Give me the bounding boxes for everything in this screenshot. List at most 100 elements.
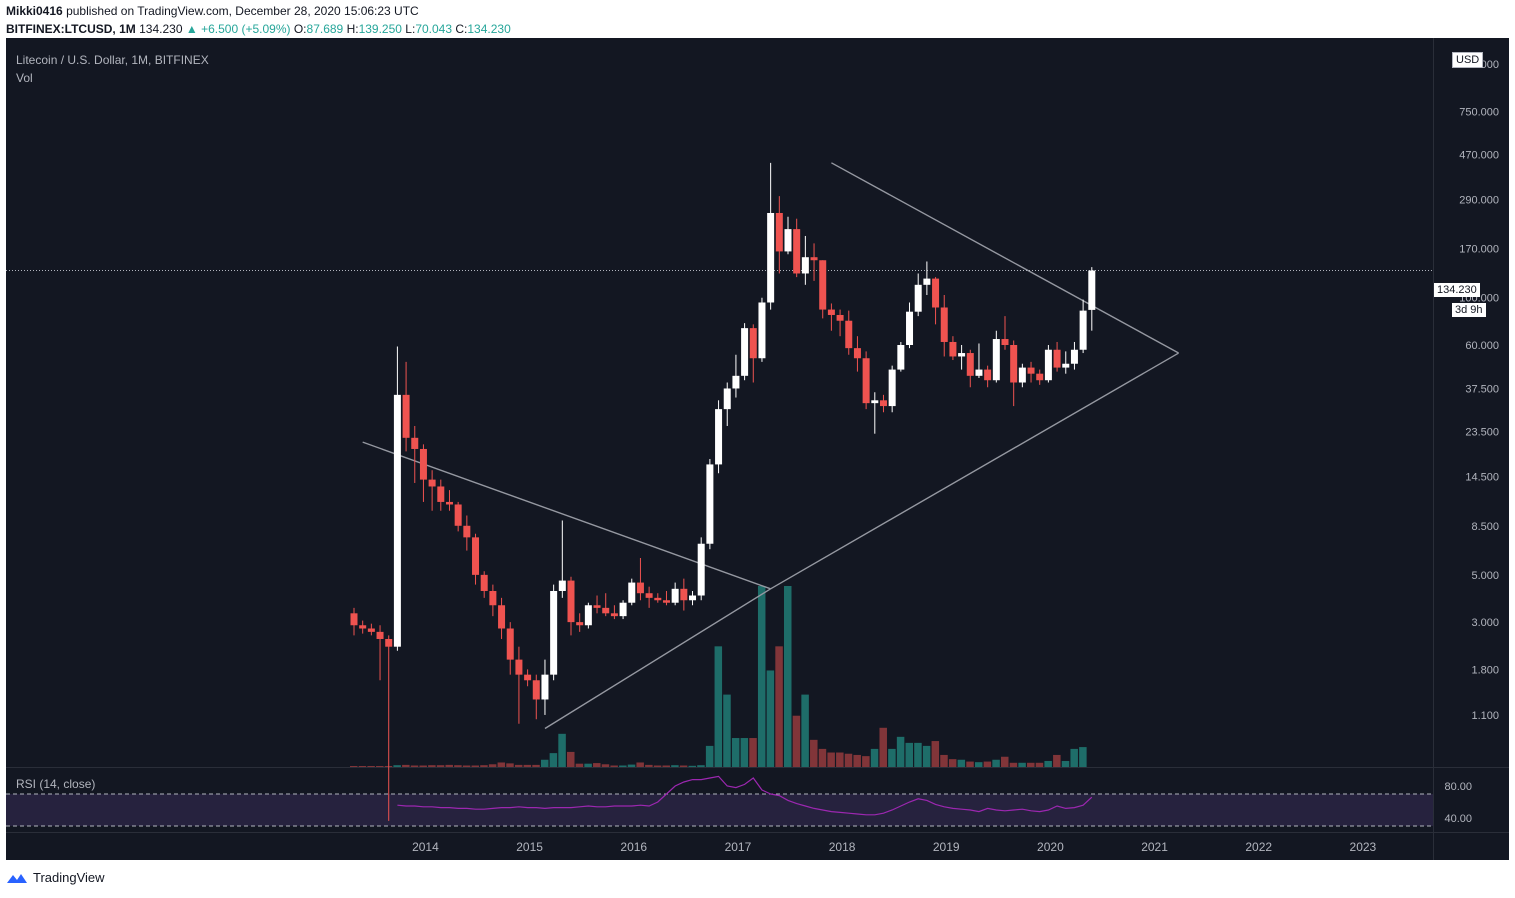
volume-bar	[931, 741, 940, 767]
candle-body	[445, 501, 453, 505]
price-tick-label: 750.000	[1459, 106, 1499, 118]
volume-bar	[957, 759, 966, 767]
candle-body	[871, 400, 879, 404]
volume-bar	[350, 766, 358, 767]
candle-body	[680, 588, 688, 601]
rsi-tick-label: 40.00	[1444, 813, 1472, 825]
volume-bar	[419, 765, 427, 767]
candle-body	[732, 375, 740, 389]
candle-body	[879, 400, 887, 407]
candle-body	[940, 307, 948, 342]
candle-body	[853, 348, 861, 359]
chart-canvas[interactable]: 1250.000750.000470.000290.000170.000100.…	[6, 38, 1509, 860]
price-axis-labels: 1250.000750.000470.000290.000170.000100.…	[1453, 59, 1499, 722]
trend-line-upper-2018	[831, 162, 1179, 354]
volume-bar	[844, 753, 853, 767]
volume-bar	[740, 738, 749, 767]
volume-bar	[1061, 760, 1070, 767]
volume-bar	[627, 764, 636, 767]
volume-bar	[914, 742, 922, 767]
volume-bar	[1053, 754, 1061, 767]
time-tick-label: 2017	[725, 840, 752, 854]
volume-bar	[410, 765, 419, 767]
volume-bar	[1044, 760, 1052, 767]
candle-body	[619, 602, 627, 617]
volume-bar	[948, 759, 957, 767]
candle-body	[888, 369, 896, 407]
author-name[interactable]: Mikki0416	[6, 4, 63, 18]
volume-bar	[1018, 762, 1026, 767]
candle-body	[801, 257, 809, 274]
volume-bar	[1035, 762, 1044, 767]
candle-body	[784, 229, 792, 252]
candle-body	[628, 582, 636, 603]
time-tick-label: 2020	[1037, 840, 1064, 854]
volume-bar	[480, 765, 488, 767]
volume-bar	[567, 751, 575, 767]
candle-body	[984, 369, 992, 381]
close-label: C:	[455, 22, 468, 36]
time-tick-label: 2014	[412, 840, 439, 854]
trend-lines	[362, 162, 1179, 730]
price-tick-label: 8.500	[1471, 521, 1499, 533]
volume-bar	[367, 766, 375, 767]
volume-bar	[723, 694, 731, 767]
candle-body	[1044, 349, 1052, 381]
candle-body	[532, 680, 540, 700]
candle-body	[793, 229, 801, 274]
price-tick-label: 470.000	[1459, 150, 1499, 162]
volume-bar	[393, 765, 401, 767]
candle-body	[636, 582, 644, 594]
volume-bar	[506, 763, 514, 767]
currency-badge[interactable]: USD	[1452, 52, 1484, 68]
volume-bar	[679, 765, 688, 767]
symbol-legend: Litecoin / U.S. Dollar, 1M, BITFINEX	[16, 53, 209, 67]
footer-brand[interactable]: TradingView	[6, 870, 105, 885]
symbol-info: BITFINEX:LTCUSD, 1M 134.230 ▲ +6.500 (+5…	[6, 22, 511, 36]
candle-body	[932, 278, 940, 308]
candle-body	[836, 314, 844, 321]
price-tick-label: 3.000	[1471, 617, 1499, 629]
volume-bar	[983, 761, 992, 767]
candle-body	[1062, 363, 1070, 368]
volume-bar	[1027, 762, 1035, 767]
volume-bar	[766, 670, 775, 767]
price-tick-label: 23.500	[1465, 427, 1499, 439]
volume-bar	[619, 765, 627, 767]
candle-body	[923, 278, 931, 285]
volume-bar	[575, 763, 584, 767]
volume-bar	[853, 754, 861, 767]
volume-bar	[532, 764, 540, 767]
publish-info: Mikki0416 published on TradingView.com, …	[6, 4, 419, 18]
candle-body	[715, 409, 723, 465]
volume-bar	[749, 738, 757, 767]
volume-bar	[697, 765, 705, 767]
volume-bar	[462, 765, 471, 767]
candle-body	[914, 284, 922, 312]
volume-bar	[549, 753, 558, 767]
candle-body	[723, 388, 731, 410]
price-tick-label: 37.500	[1465, 383, 1499, 395]
candle-body	[749, 328, 757, 359]
brand-name: TradingView	[33, 870, 105, 885]
candle-body	[393, 394, 401, 647]
candle-body	[827, 309, 835, 315]
volume-bar	[514, 764, 523, 767]
trend-line-lower-2015	[544, 588, 772, 730]
candle-body	[437, 486, 445, 502]
volume-bar	[671, 765, 679, 767]
volume-bar	[888, 748, 896, 767]
volume-bar	[662, 765, 670, 767]
candle-body	[610, 613, 618, 617]
volume-bar	[610, 765, 618, 767]
chart-area[interactable]	[6, 38, 1509, 860]
candle-body	[758, 302, 766, 359]
rsi-line	[397, 775, 1093, 816]
low-label: L:	[405, 22, 416, 36]
close-value: 134.230	[467, 22, 511, 36]
candle-body	[706, 464, 714, 544]
volume-bar	[836, 752, 844, 767]
candle-body	[1079, 310, 1087, 350]
volume-bars	[350, 586, 1087, 767]
volume-bar	[862, 756, 870, 767]
